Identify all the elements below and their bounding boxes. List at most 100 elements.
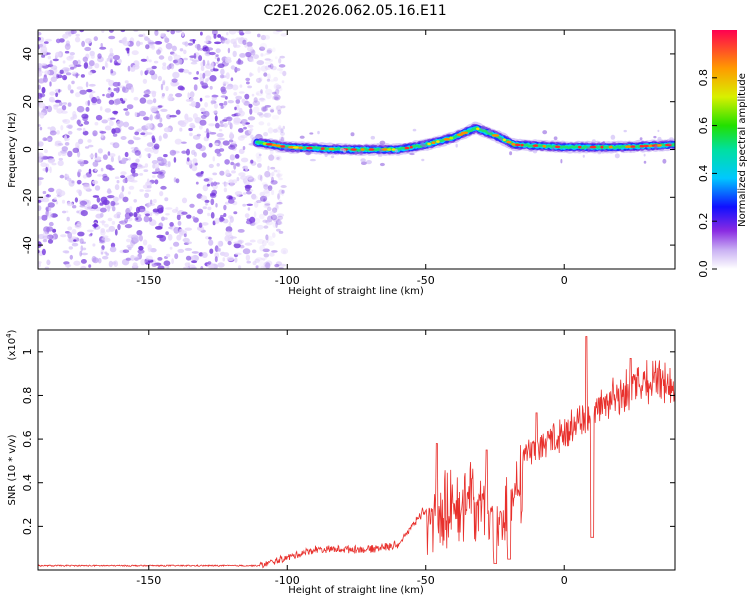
ridge-speckle xyxy=(412,128,417,132)
noise-speckle xyxy=(227,47,231,54)
noise-speckle xyxy=(130,66,136,72)
noise-speckle xyxy=(107,151,111,156)
noise-speckle xyxy=(212,30,218,36)
noise-speckle xyxy=(72,205,77,209)
noise-speckle xyxy=(263,72,268,77)
noise-speckle xyxy=(202,184,209,192)
noise-speckle xyxy=(62,60,66,64)
noise-speckle xyxy=(263,209,269,216)
noise-speckle xyxy=(140,70,144,76)
noise-speckle xyxy=(265,52,271,55)
noise-speckle xyxy=(80,252,88,256)
noise-speckle xyxy=(137,164,143,167)
noise-speckle xyxy=(80,245,84,252)
ridge-speckle xyxy=(309,132,314,135)
noise-speckle xyxy=(100,251,104,255)
noise-speckle xyxy=(220,105,224,109)
noise-speckle xyxy=(224,86,232,90)
noise-speckle xyxy=(257,112,263,116)
snr-panel: -150 -100 -50 0 0.2 0.4 0.6 0.8 1 Height of stra… xyxy=(5,329,676,596)
noise-speckle xyxy=(140,132,146,135)
noise-speckle xyxy=(146,89,150,92)
ridge-speckle xyxy=(610,134,616,140)
noise-speckle xyxy=(169,246,173,250)
noise-speckle xyxy=(189,132,193,137)
noise-speckle xyxy=(64,134,68,142)
noise-speckle xyxy=(94,62,100,69)
noise-speckle xyxy=(107,188,112,195)
noise-speckle xyxy=(229,216,234,223)
noise-speckle xyxy=(235,67,241,72)
noise-speckle xyxy=(93,36,99,42)
noise-speckle xyxy=(183,49,187,55)
noise-speckle xyxy=(272,91,277,95)
noise-speckle xyxy=(44,149,48,154)
noise-speckle xyxy=(260,174,263,182)
noise-speckle xyxy=(107,195,115,199)
noise-speckle xyxy=(271,171,275,177)
noise-speckle xyxy=(138,245,144,251)
noise-speckle xyxy=(188,71,192,75)
noise-speckle xyxy=(110,200,116,207)
noise-speckle xyxy=(273,94,281,101)
noise-speckle xyxy=(122,178,128,184)
noise-speckle xyxy=(265,219,270,224)
noise-speckle xyxy=(92,257,99,264)
noise-speckle xyxy=(157,204,164,212)
ridge-hotspot xyxy=(280,145,286,148)
noise-speckle xyxy=(120,171,127,176)
noise-speckle xyxy=(208,236,212,240)
noise-speckle xyxy=(38,84,41,90)
noise-speckle xyxy=(223,204,227,211)
noise-speckle xyxy=(255,77,262,83)
noise-speckle xyxy=(195,143,203,150)
noise-speckle xyxy=(188,127,193,132)
noise-speckle xyxy=(78,138,84,145)
noise-speckle xyxy=(38,31,42,36)
snr-ticks: -150 -100 -50 0 0.2 0.4 0.6 0.8 1 xyxy=(21,330,675,587)
noise-speckle xyxy=(256,199,262,204)
noise-speckle xyxy=(130,180,138,183)
noise-speckle xyxy=(55,200,59,205)
noise-speckle xyxy=(264,201,271,208)
noise-speckle xyxy=(167,234,173,241)
noise-speckle xyxy=(171,78,178,83)
ridge-speckle xyxy=(317,130,320,135)
noise-speckle xyxy=(217,137,225,141)
noise-speckle xyxy=(73,260,81,266)
noise-speckle xyxy=(38,177,44,180)
noise-speckle xyxy=(275,84,282,89)
noise-speckle xyxy=(263,204,271,209)
colorbar-gradient xyxy=(712,30,737,269)
noise-speckle xyxy=(85,38,92,44)
noise-speckle xyxy=(195,181,199,185)
noise-speckle xyxy=(68,179,75,187)
noise-speckle xyxy=(210,182,214,187)
noise-speckle xyxy=(126,47,130,54)
ridge-speckle xyxy=(582,154,585,158)
noise-speckle xyxy=(160,32,165,37)
noise-speckle xyxy=(91,96,97,104)
noise-speckle xyxy=(88,71,93,76)
noise-speckle xyxy=(248,177,256,183)
noise-speckle xyxy=(214,256,218,263)
noise-speckle xyxy=(67,150,73,158)
noise-speckle xyxy=(133,212,138,218)
noise-speckle xyxy=(154,41,163,45)
noise-speckle xyxy=(150,105,158,113)
noise-speckle xyxy=(251,193,257,200)
noise-speckle xyxy=(112,133,118,137)
noise-speckle xyxy=(146,69,149,74)
noise-speckle xyxy=(204,51,211,57)
noise-speckle xyxy=(183,69,190,74)
noise-speckle xyxy=(190,61,198,65)
noise-speckle xyxy=(272,96,276,100)
noise-speckle xyxy=(145,181,153,187)
noise-speckle xyxy=(113,127,121,134)
noise-speckle xyxy=(80,259,87,264)
noise-speckle xyxy=(75,92,81,98)
noise-speckle xyxy=(261,239,267,247)
noise-speckle xyxy=(64,43,71,50)
noise-speckle xyxy=(214,115,218,122)
noise-speckle xyxy=(126,104,134,110)
